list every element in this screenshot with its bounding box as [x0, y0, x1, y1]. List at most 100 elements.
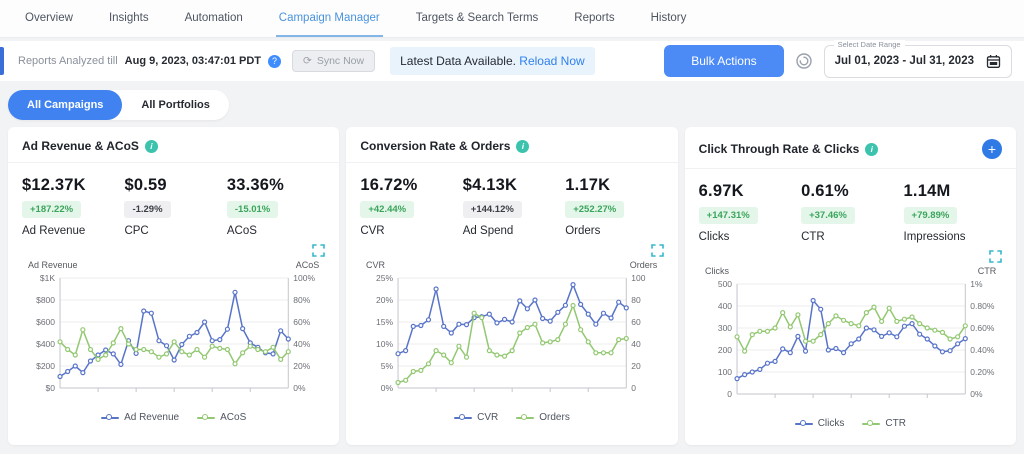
tab-campaign-manager[interactable]: Campaign Manager [275, 0, 383, 37]
chart-legend: CVR Orders [360, 412, 663, 423]
legend-marker-icon [197, 413, 216, 420]
tab-insights[interactable]: Insights [108, 11, 149, 24]
legend-item[interactable]: Clicks [794, 418, 845, 429]
svg-text:0%: 0% [293, 383, 306, 393]
svg-text:20%: 20% [376, 295, 393, 305]
expand-icon[interactable] [989, 250, 1002, 263]
bulk-actions-button[interactable]: Bulk Actions [664, 45, 784, 77]
filter-all-campaigns[interactable]: All Campaigns [8, 90, 123, 120]
card-ad-revenue-acos: Ad Revenue & ACoS i $12.37K +187.22% Ad … [8, 127, 340, 445]
legend-item[interactable]: Ad Revenue [101, 412, 179, 423]
add-widget-button[interactable]: + [981, 139, 1002, 159]
metrics-row: $12.37K +187.22% Ad Revenue $0.59 -1.29%… [22, 163, 325, 242]
expand-icon[interactable] [312, 244, 326, 257]
metric-label: Impressions [903, 231, 966, 243]
tab-overview[interactable]: Overview [25, 11, 73, 24]
metric-clicks: 6.97K +147.31% Clicks [698, 182, 797, 243]
tab-automation[interactable]: Automation [184, 11, 243, 24]
date-range-label: Select Date Range [833, 39, 905, 49]
metric-value: 0.61% [801, 182, 849, 200]
svg-text:CVR: CVR [366, 260, 386, 270]
svg-text:60: 60 [632, 317, 642, 327]
card-title: Click Through Rate & Clicks [698, 142, 860, 156]
metric-label: Ad Spend [462, 225, 514, 237]
info-icon[interactable]: i [516, 139, 530, 153]
legend-item[interactable]: Orders [516, 412, 570, 423]
svg-text:0: 0 [632, 383, 637, 393]
date-range-value: Jul 01, 2023 - Jul 31, 2023 [834, 55, 974, 67]
header-right-group: Bulk Actions Select Date Range Jul 01, 2… [664, 39, 1012, 78]
delta-badge: +252.27% [565, 201, 625, 218]
svg-text:500: 500 [717, 279, 731, 289]
svg-text:0.60%: 0.60% [970, 323, 995, 333]
delta-badge: +147.31% [698, 207, 758, 224]
calendar-icon[interactable] [986, 54, 1001, 69]
header-bar: Reports Analyzed till Aug 9, 2023, 03:47… [0, 39, 1024, 81]
metric-value: 16.72% [360, 176, 418, 194]
svg-text:CTR: CTR [977, 266, 996, 276]
expand-icon[interactable] [650, 244, 664, 257]
card-title: Conversion Rate & Orders [360, 139, 511, 153]
metric-label: ACoS [226, 225, 257, 237]
svg-text:0.80%: 0.80% [970, 301, 995, 311]
reports-analyzed-label: Reports Analyzed till [18, 55, 118, 67]
legend-label: Ad Revenue [124, 412, 180, 423]
chart-legend: Ad Revenue ACoS [22, 412, 325, 423]
sync-now-button[interactable]: ⟳ Sync Now [292, 50, 376, 72]
svg-text:200: 200 [717, 345, 731, 355]
svg-text:0.20%: 0.20% [970, 367, 995, 377]
tab-history[interactable]: History [650, 11, 687, 24]
filter-all-portfolios[interactable]: All Portfolios [141, 99, 210, 111]
svg-text:10%: 10% [376, 339, 393, 349]
svg-text:$0: $0 [46, 383, 56, 393]
delta-badge: +187.22% [22, 201, 82, 218]
top-nav: Overview Insights Automation Campaign Ma… [0, 0, 1024, 38]
legend-label: CTR [885, 418, 906, 429]
help-icon[interactable]: ? [268, 54, 282, 68]
chart-legend: Clicks CTR [699, 418, 1002, 429]
tab-targets-search-terms[interactable]: Targets & Search Terms [415, 11, 539, 24]
delta-badge: -1.29% [124, 201, 171, 218]
metric-value: 6.97K [698, 182, 744, 200]
svg-text:$1K: $1K [40, 273, 55, 283]
svg-text:0%: 0% [970, 389, 983, 399]
delta-badge: +37.46% [801, 207, 855, 224]
reload-now-link[interactable]: Reload Now [519, 54, 585, 68]
legend-marker-icon [454, 413, 473, 420]
metric-label: CVR [360, 225, 385, 237]
metric-label: CTR [801, 231, 825, 243]
metric-value: $0.59 [124, 176, 167, 194]
metric-value: 33.36% [226, 176, 285, 194]
metric-orders: 1.17K +252.27% Orders [565, 176, 663, 237]
chart-block: $1K 100% $800 80% $600 60% $400 40% $200 20% $0 0% A… [22, 244, 326, 423]
card-conversion-rate-orders: Conversion Rate & Orders i 16.72% +42.44… [346, 127, 678, 445]
metrics-row: 6.97K +147.31% Clicks 0.61% +37.46% CTR … [698, 169, 1002, 248]
metric-label: Ad Revenue [22, 225, 86, 237]
delta-badge: -15.01% [226, 201, 279, 218]
legend-item[interactable]: CVR [454, 412, 498, 423]
legend-item[interactable]: CTR [862, 418, 906, 429]
processing-icon [795, 52, 813, 70]
info-icon[interactable]: i [144, 139, 158, 153]
svg-text:$400: $400 [36, 339, 55, 349]
svg-text:0%: 0% [381, 383, 394, 393]
tab-reports[interactable]: Reports [574, 11, 615, 24]
metrics-row: 16.72% +42.44% CVR $4.13K +144.12% Ad Sp… [360, 163, 663, 242]
latest-data-banner: Latest Data Available. Reload Now [390, 47, 595, 75]
svg-text:ACoS: ACoS [296, 260, 320, 270]
scope-toggle: All Campaigns All Portfolios [8, 90, 229, 120]
date-range-field[interactable]: Select Date Range Jul 01, 2023 - Jul 31,… [823, 39, 1012, 78]
svg-text:20%: 20% [293, 361, 310, 371]
info-icon[interactable]: i [865, 142, 879, 156]
refresh-icon: ⟳ [303, 55, 312, 67]
chart-canvas: 25% 100 20% 80 15% 60 10% 40 5% 20 0% 0 CVR Orders [366, 260, 658, 393]
metric-cpc: $0.59 -1.29% CPC [124, 176, 222, 237]
svg-text:15%: 15% [376, 317, 393, 327]
legend-item[interactable]: ACoS [197, 412, 246, 423]
svg-text:5%: 5% [381, 361, 394, 371]
svg-text:Ad Revenue: Ad Revenue [28, 260, 78, 270]
svg-text:Clicks: Clicks [705, 266, 730, 276]
svg-text:$800: $800 [36, 295, 55, 305]
legend-label: Clicks [817, 418, 845, 429]
delta-badge: +42.44% [360, 201, 415, 218]
